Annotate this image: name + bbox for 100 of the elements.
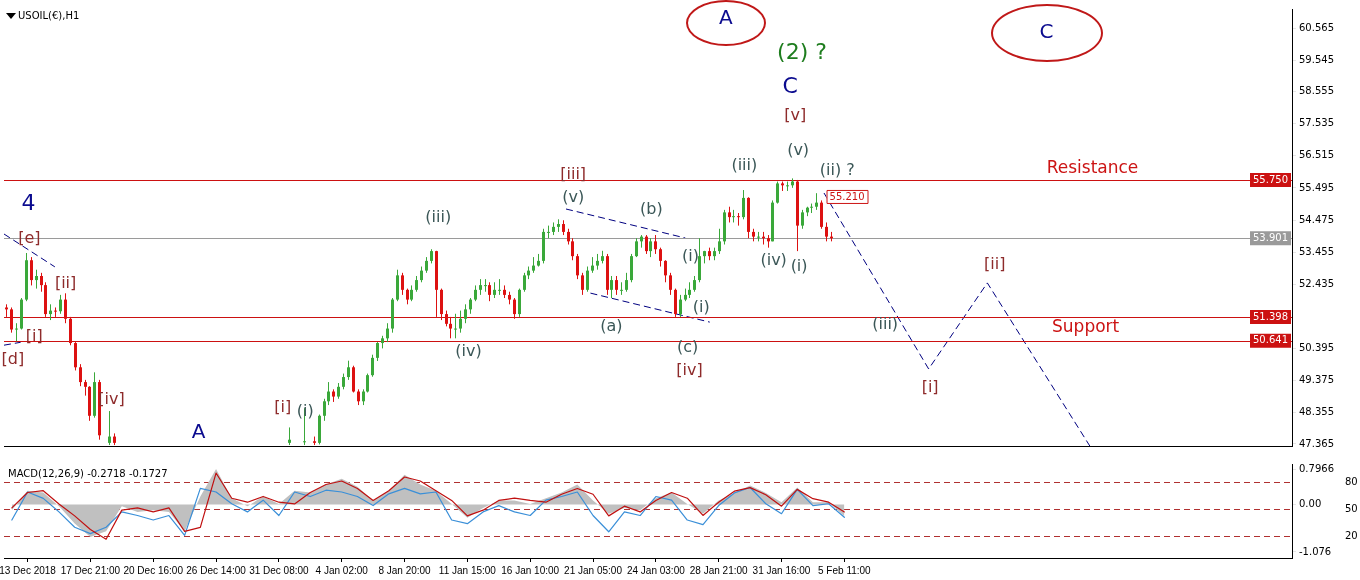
- x-tick-label: 31 Jan 16:00: [752, 564, 811, 576]
- x-tick-label: 21 Jan 05:00: [564, 564, 623, 576]
- candlestick: [645, 234, 648, 255]
- y-tick-label: -1.076: [1299, 545, 1332, 557]
- candlestick: [108, 410, 111, 446]
- y2-tick-label: 50: [1345, 502, 1358, 514]
- candlestick: [323, 398, 326, 422]
- chart-title: USOIL(€),H1: [18, 9, 80, 21]
- annotation: C: [782, 73, 798, 99]
- y-tick-label: 58.555: [1299, 85, 1334, 97]
- annotation: (iii): [731, 155, 758, 175]
- candlestick: [737, 212, 740, 227]
- y-tick-label: 54.475: [1299, 213, 1334, 225]
- x-tick-label: 11 Jan 15:00: [438, 564, 497, 576]
- x-tick-label: 4 Jan 02:00: [315, 564, 369, 576]
- annotation: C: [1039, 19, 1054, 44]
- candlestick: [654, 234, 657, 255]
- x-tick-label: 16 Jan 10:00: [501, 564, 560, 576]
- annotation: (iv): [760, 249, 787, 269]
- candlestick: [386, 322, 389, 343]
- annotation: (iii): [872, 314, 899, 334]
- x-tick-label: 31 Dec 08:00: [249, 564, 310, 576]
- candlestick: [801, 209, 804, 230]
- y-tick-label: 57.535: [1299, 117, 1334, 129]
- x-tick-label: 24 Jan 03:00: [626, 564, 686, 576]
- candlestick: [669, 272, 672, 296]
- candlestick: [630, 253, 633, 283]
- candlestick: [498, 278, 501, 296]
- x-tick-label: 17 Dec 21:00: [60, 564, 121, 576]
- annotation: [d]: [1, 348, 25, 368]
- candlestick: [449, 316, 452, 339]
- candlestick: [454, 313, 457, 339]
- annotation: [i]: [25, 325, 43, 345]
- annotation: Resistance: [1046, 156, 1139, 177]
- candlestick: [615, 275, 618, 296]
- annotation: [iv]: [676, 360, 703, 380]
- candlestick: [30, 256, 33, 286]
- annotation: (iv): [455, 341, 482, 361]
- candlestick: [571, 237, 574, 261]
- x-tick-label: 26 Dec 14:00: [186, 564, 247, 576]
- candlestick: [401, 272, 404, 296]
- candlestick: [40, 272, 43, 293]
- candlestick: [586, 266, 589, 293]
- x-tick-label: 8 Jan 20:00: [378, 564, 432, 576]
- annotation: (iii): [425, 207, 452, 227]
- annotation: (2) ?: [777, 39, 827, 65]
- candlestick: [376, 341, 379, 362]
- annotation: [iii]: [560, 164, 587, 184]
- candlestick: [581, 272, 584, 296]
- annotation: [i]: [274, 397, 292, 417]
- candlestick: [649, 237, 652, 258]
- candlestick: [825, 221, 828, 242]
- candlestick: [464, 303, 467, 324]
- annotation: (c): [676, 337, 699, 357]
- annotation: Support: [1052, 316, 1120, 337]
- candlestick: [59, 294, 62, 315]
- candlestick: [523, 272, 526, 293]
- y2-tick-label: 20: [1345, 529, 1358, 541]
- x-tick-label: 20 Dec 16:00: [123, 564, 184, 576]
- annotation: (v): [562, 186, 585, 206]
- candlestick: [776, 181, 779, 205]
- candlestick: [664, 259, 667, 283]
- ref-line-label: 53.901: [1253, 231, 1289, 243]
- annotation: [ii]: [984, 254, 1006, 274]
- x-tick-label: 28 Jan 21:00: [689, 564, 749, 576]
- candlestick: [620, 281, 623, 296]
- annotation: (i): [790, 255, 808, 275]
- candlestick: [635, 237, 638, 258]
- candlestick: [488, 281, 491, 302]
- annotation: [e]: [18, 227, 41, 247]
- annotation: [ii]: [54, 272, 77, 292]
- candlestick: [79, 363, 82, 387]
- y-tick-label: 0.00: [1299, 497, 1322, 509]
- y-tick-label: 56.515: [1299, 149, 1334, 161]
- annotation: (i): [692, 296, 710, 316]
- annotation: A: [718, 4, 733, 29]
- candlestick: [327, 381, 330, 406]
- y-tick-label: 48.355: [1299, 406, 1334, 418]
- candlestick: [742, 189, 745, 220]
- y-tick-label: 55.495: [1299, 181, 1334, 193]
- annotation: (v): [787, 139, 810, 159]
- annotation: 4: [21, 190, 36, 216]
- candlestick: [54, 306, 57, 318]
- ref-line-label: 51.398: [1253, 310, 1289, 322]
- y2-tick-label: 80: [1345, 475, 1358, 487]
- candlestick: [347, 360, 350, 381]
- candlestick: [484, 278, 487, 293]
- candlestick: [625, 272, 628, 293]
- annotation: (a): [600, 316, 623, 336]
- candlestick: [576, 253, 579, 280]
- y-tick-label: 49.375: [1299, 374, 1334, 386]
- y-tick-label: 52.435: [1299, 277, 1334, 289]
- candlestick: [610, 275, 613, 299]
- candlestick: [15, 322, 18, 342]
- y-tick-label: 50.395: [1299, 342, 1334, 354]
- annotation: (ii) ?: [819, 159, 855, 179]
- annotation: (i): [296, 401, 314, 421]
- annotation: (b): [640, 199, 663, 219]
- annotation: [i]: [921, 377, 939, 397]
- candlestick: [10, 306, 13, 334]
